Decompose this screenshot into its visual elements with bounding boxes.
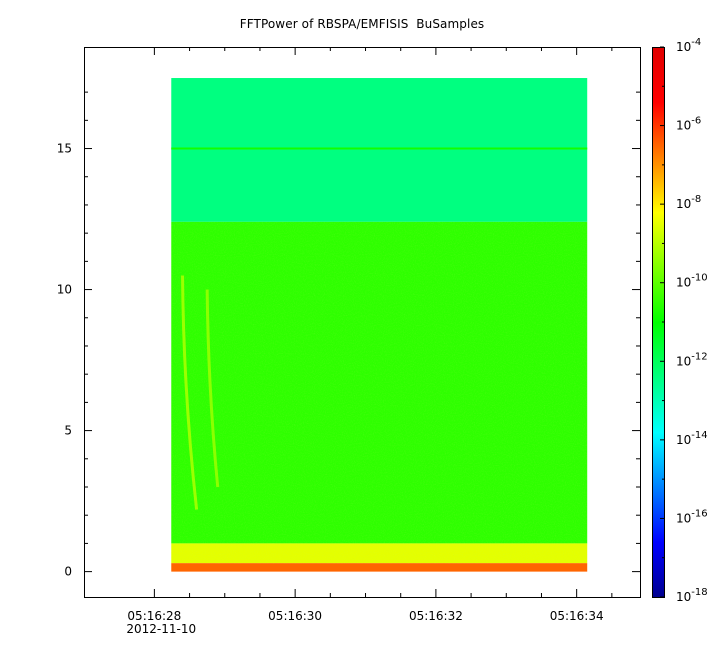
colorbar-tick-label: 10-16 [676,508,708,525]
colorbar: 10-4 10-6 10-8 10-10 10-12 10-14 10-16 10-18 [652,37,708,604]
colorbar-tick-label: 10-8 [676,194,701,211]
spectrogram-band [171,78,588,222]
colorbar-tick-label: 10-6 [676,116,701,133]
spectrogram-band [171,563,588,572]
x-date-label: 2012-11-10 [126,622,196,636]
y-tick-label: 0 [64,565,72,579]
x-tick-label: 05:16:30 [268,609,322,623]
spectrogram-data [171,78,588,572]
colorbar-tick-label: 10-10 [676,273,708,290]
y-tick-label: 10 [57,283,72,297]
y-tick-label: 15 [57,142,72,156]
emission-streak [205,289,220,488]
axes: 0 5 10 15 05:16:28 05:16:30 05:16:32 05:16:34 20… [57,47,640,636]
spectrogram-texture [171,221,588,564]
x-tick-label: 05:16:28 [127,609,181,623]
colorbar-tick-label: 10-18 [676,587,708,604]
colorbar-tick-label: 10-14 [676,430,708,447]
x-tick-label: 05:16:34 [550,609,604,623]
colorbar-gradient [652,47,665,598]
colorbar-tick-label: 10-12 [676,351,708,368]
emission-streak [181,275,199,510]
x-tick-label: 05:16:32 [409,609,463,623]
chart-title: FFTPower of RBSPA/EMFISIS BuSamples [239,17,485,31]
y-tick-label: 5 [64,424,72,438]
colorbar-tick-label: 10-4 [676,37,701,54]
